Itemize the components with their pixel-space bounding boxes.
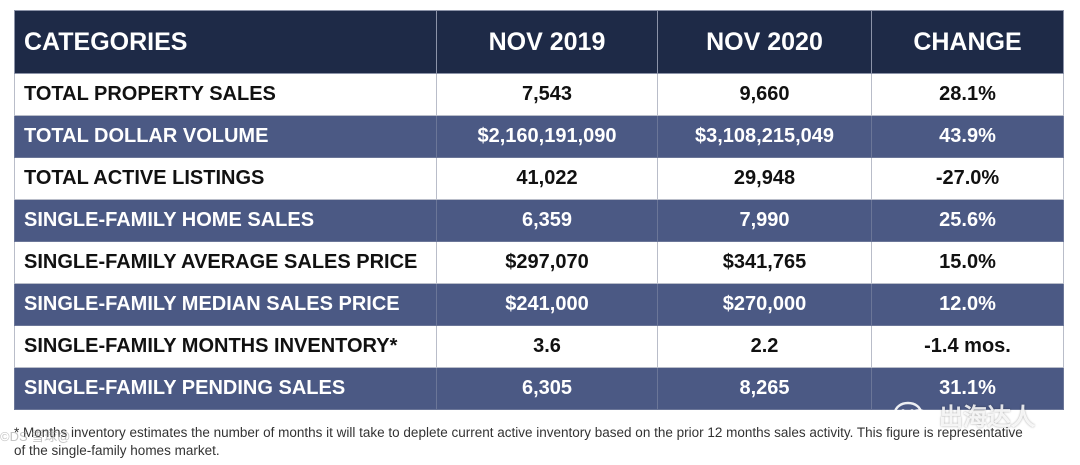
row-category: SINGLE-FAMILY HOME SALES	[14, 199, 437, 242]
row-nov-2019-value: 6,359	[436, 199, 658, 242]
row-nov-2019-value: $297,070	[436, 241, 658, 284]
table-row: SINGLE-FAMILY MEDIAN SALES PRICE $241,00…	[14, 283, 1064, 326]
row-change-value: 28.1%	[871, 73, 1064, 116]
table-header-row: CATEGORIES NOV 2019 NOV 2020 CHANGE	[14, 10, 1064, 74]
row-category: SINGLE-FAMILY AVERAGE SALES PRICE	[14, 241, 437, 284]
row-nov-2019-value: 7,543	[436, 73, 658, 116]
table-row: SINGLE-FAMILY MONTHS INVENTORY* 3.6 2.2 …	[14, 325, 1064, 368]
table-row: TOTAL DOLLAR VOLUME $2,160,191,090 $3,10…	[14, 115, 1064, 158]
row-change-value: 43.9%	[871, 115, 1064, 158]
row-change-value: 15.0%	[871, 241, 1064, 284]
header-change: CHANGE	[871, 10, 1064, 74]
market-stats-table: CATEGORIES NOV 2019 NOV 2020 CHANGE TOTA…	[14, 10, 1064, 410]
wechat-icon	[893, 401, 932, 429]
row-nov-2020-value: 7,990	[657, 199, 872, 242]
row-category: SINGLE-FAMILY MONTHS INVENTORY*	[14, 325, 437, 368]
row-nov-2019-value: $2,160,191,090	[436, 115, 658, 158]
header-nov-2019: NOV 2019	[436, 10, 658, 74]
table-row: TOTAL ACTIVE LISTINGS 41,022 29,948 -27.…	[14, 157, 1064, 200]
row-nov-2019-value: 41,022	[436, 157, 658, 200]
row-nov-2020-value: $341,765	[657, 241, 872, 284]
row-category: SINGLE-FAMILY PENDING SALES	[14, 367, 437, 410]
row-nov-2020-value: $270,000	[657, 283, 872, 326]
watermark-text: 出海达人	[939, 404, 1035, 431]
row-nov-2020-value: 8,265	[657, 367, 872, 410]
footnote: * Months inventory estimates the number …	[14, 425, 1023, 458]
row-nov-2020-value: 9,660	[657, 73, 872, 116]
row-change-value: -1.4 mos.	[871, 325, 1064, 368]
watermark-right: 出海达人	[893, 397, 1035, 432]
market-stats-table-wrapper: CATEGORIES NOV 2019 NOV 2020 CHANGE TOTA…	[14, 10, 1064, 410]
header-categories: CATEGORIES	[14, 10, 437, 74]
row-category: TOTAL PROPERTY SALES	[14, 73, 437, 116]
row-nov-2019-value: 6,305	[436, 367, 658, 410]
row-change-value: 12.0%	[871, 283, 1064, 326]
row-nov-2019-value: 3.6	[436, 325, 658, 368]
table-row: SINGLE-FAMILY HOME SALES 6,359 7,990 25.…	[14, 199, 1064, 242]
row-category: TOTAL DOLLAR VOLUME	[14, 115, 437, 158]
header-nov-2020: NOV 2020	[657, 10, 872, 74]
row-change-value: 25.6%	[871, 199, 1064, 242]
row-category: SINGLE-FAMILY MEDIAN SALES PRICE	[14, 283, 437, 326]
row-nov-2020-value: 29,948	[657, 157, 872, 200]
row-nov-2020-value: $3,108,215,049	[657, 115, 872, 158]
watermark-left: ©DS 雪球@	[0, 429, 71, 444]
row-change-value: -27.0%	[871, 157, 1064, 200]
row-nov-2019-value: $241,000	[436, 283, 658, 326]
table-row: SINGLE-FAMILY AVERAGE SALES PRICE $297,0…	[14, 241, 1064, 284]
row-nov-2020-value: 2.2	[657, 325, 872, 368]
row-category: TOTAL ACTIVE LISTINGS	[14, 157, 437, 200]
table-row: SINGLE-FAMILY PENDING SALES 6,305 8,265 …	[14, 367, 1064, 410]
table-row: TOTAL PROPERTY SALES 7,543 9,660 28.1%	[14, 73, 1064, 116]
